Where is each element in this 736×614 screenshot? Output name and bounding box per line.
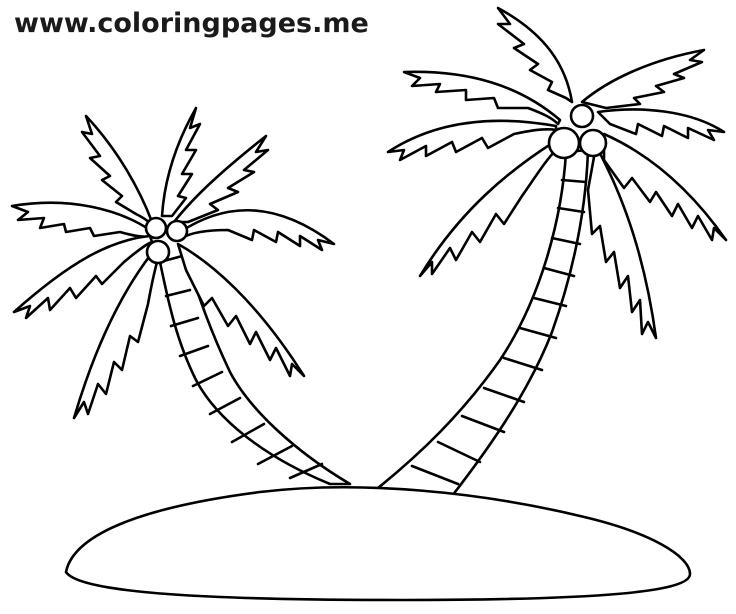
- coconut-icon: [569, 103, 595, 129]
- island-icon: [64, 485, 692, 602]
- coconut-icon: [145, 239, 171, 265]
- right-frond-1: [402, 70, 562, 126]
- left-frond-5: [160, 106, 202, 218]
- coconut-icon: [578, 128, 608, 158]
- right-frond-6: [596, 108, 726, 142]
- right-frond-5: [580, 48, 706, 110]
- coconut-icon: [547, 126, 581, 160]
- left-frond-4: [80, 114, 154, 228]
- left-trunk-outline: [158, 253, 352, 486]
- right-frond-2: [386, 119, 558, 162]
- right-frond-7: [602, 132, 728, 242]
- left-frond-1: [10, 201, 152, 239]
- left-frond-3: [72, 246, 162, 420]
- palm-tree-right-icon: [376, 6, 728, 498]
- right-frond-3: [418, 140, 558, 278]
- palm-tree-left-icon: [10, 106, 352, 486]
- right-frond-8: [586, 144, 658, 340]
- left-frond-7: [178, 208, 336, 252]
- left-frond-2: [12, 234, 154, 320]
- coconut-icon: [144, 216, 168, 240]
- coconut-icon: [165, 219, 189, 243]
- right-frond-4: [496, 6, 574, 104]
- site-watermark: www.coloringpages.me: [14, 8, 369, 39]
- left-frond-6: [172, 134, 270, 224]
- left-frond-8: [176, 242, 306, 378]
